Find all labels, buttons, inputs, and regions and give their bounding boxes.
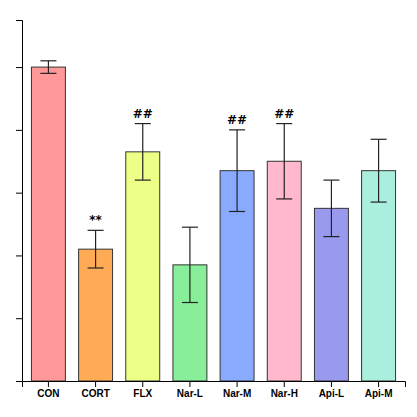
annotations: ** ## ## ## [89, 107, 294, 228]
bar [31, 67, 65, 381]
error-cap [229, 211, 245, 212]
x-tick-label: Nar-H [271, 388, 298, 399]
x-tick-mark [284, 381, 285, 387]
x-tick-mark [142, 381, 143, 387]
y-tick-mark [16, 193, 22, 194]
x-tick: CORT [81, 381, 109, 399]
error-cap [276, 123, 292, 124]
error-cap [371, 139, 387, 140]
x-tick: Api-M [365, 381, 393, 399]
error-bar [229, 130, 245, 212]
error-bar [135, 124, 151, 181]
error-bar [88, 230, 104, 268]
error-bar [323, 180, 339, 237]
x-axis-line [23, 382, 406, 388]
x-tick: Api-L [319, 381, 345, 399]
error-cap [229, 129, 245, 130]
x-tick-mark [48, 381, 49, 387]
y-axis [16, 21, 23, 382]
error-line [284, 124, 285, 199]
x-tick-label: Nar-M [223, 388, 251, 399]
x-tick: Nar-H [271, 381, 298, 399]
annotation: ** [89, 213, 102, 227]
x-tick-label: Api-L [319, 388, 345, 399]
x-tick: Nar-L [177, 381, 203, 399]
y-tick [16, 130, 22, 131]
x-tick-label: CON [37, 388, 59, 399]
x-tick: Nar-M [223, 381, 251, 399]
error-line [95, 230, 96, 268]
error-cap [323, 236, 339, 237]
annotation: ## [133, 107, 153, 121]
x-tick-label: FLX [133, 388, 152, 399]
error-cap [135, 123, 151, 124]
x-tick-label: CORT [81, 388, 109, 399]
error-line [142, 124, 143, 181]
error-cap [182, 302, 198, 303]
error-cap [88, 230, 104, 231]
y-tick [16, 193, 22, 194]
error-cap [182, 227, 198, 228]
x-tick-label: Nar-L [177, 388, 203, 399]
x-tick-mark [378, 381, 379, 387]
y-axis-line [16, 21, 23, 382]
error-bar [276, 124, 292, 199]
error-line [48, 61, 49, 74]
annotation: ## [227, 113, 247, 127]
error-bar [182, 227, 198, 302]
y-tick [16, 318, 22, 319]
x-tick-mark [237, 381, 238, 387]
y-tick [16, 67, 22, 68]
bar [126, 152, 160, 381]
error-cap [323, 179, 339, 180]
x-axis: CON CORT FLX Nar-L Nar-M Nar-H Api-L Api-M [23, 381, 406, 399]
error-line [378, 139, 379, 202]
x-tick: CON [37, 381, 59, 399]
error-cap [135, 179, 151, 180]
chart: CON CORT FLX Nar-L Nar-M Nar-H Api-L Api-M ** ## #… [0, 0, 417, 417]
error-line [189, 227, 190, 302]
error-cap [276, 198, 292, 199]
y-tick-mark [16, 318, 22, 319]
error-line [236, 130, 237, 212]
error-line [331, 180, 332, 237]
y-tick [16, 255, 22, 256]
error-cap [40, 60, 56, 61]
annotation: ## [274, 107, 294, 121]
x-tick-mark [95, 381, 96, 387]
error-bar [40, 61, 56, 74]
x-tick-label: Api-M [365, 388, 393, 399]
error-cap [40, 73, 56, 74]
error-bars [40, 61, 386, 303]
y-tick-mark [16, 67, 22, 68]
bars [31, 61, 395, 381]
y-tick-mark [16, 255, 22, 256]
plot: CON CORT FLX Nar-L Nar-M Nar-H Api-L Api-M ** ## #… [16, 21, 406, 400]
x-tick-mark [331, 381, 332, 387]
y-tick-mark [16, 130, 22, 131]
x-tick-mark [189, 381, 190, 387]
x-tick: FLX [133, 381, 152, 399]
error-bar [371, 139, 387, 202]
bar [79, 249, 113, 381]
error-cap [371, 201, 387, 202]
error-cap [88, 267, 104, 268]
bar [362, 171, 396, 381]
